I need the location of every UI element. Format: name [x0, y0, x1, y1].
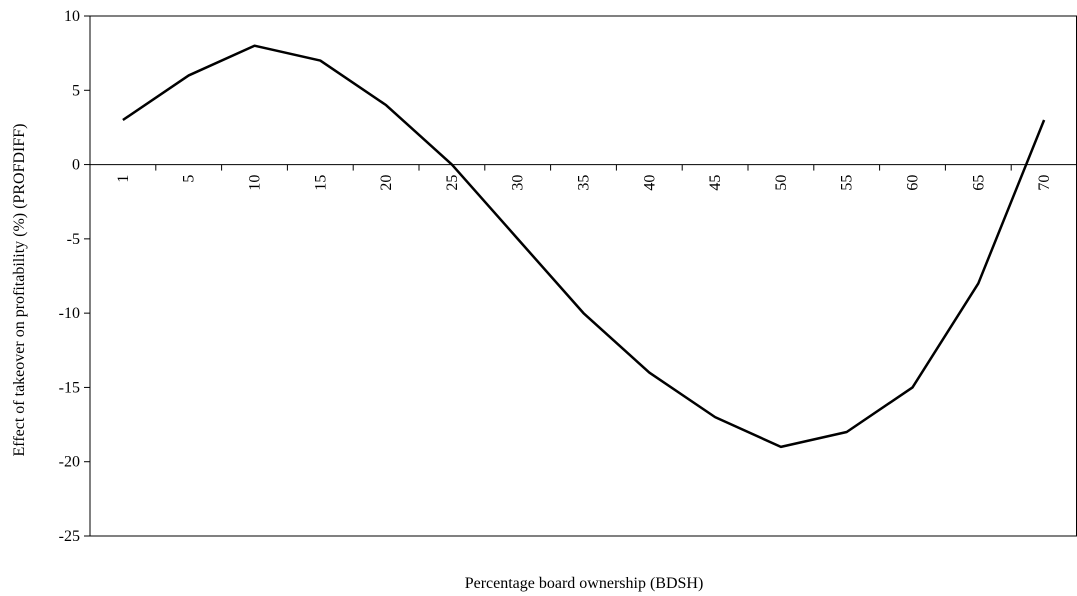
x-tick-label: 40: [641, 175, 658, 191]
x-tick-label: 20: [378, 175, 395, 191]
y-tick-label: -5: [67, 231, 80, 248]
x-tick-label: 65: [970, 175, 987, 191]
y-tick-label: -15: [59, 379, 80, 396]
y-tick-label: -10: [59, 305, 80, 322]
x-tick-label: 1: [115, 175, 132, 183]
x-tick-label: 30: [510, 175, 527, 191]
x-tick-label: 10: [247, 175, 264, 191]
y-tick-label: 0: [72, 157, 80, 174]
series-line: [122, 44, 1046, 449]
x-tick-label: 50: [773, 175, 790, 191]
x-tick-label: 55: [839, 175, 856, 191]
x-tick-label: 5: [181, 175, 198, 183]
x-axis-ticks: 1 5 10 15 20 25 30 35 40 45 50 55 60 65 70: [89, 164, 1077, 191]
x-tick-label: 60: [905, 175, 922, 191]
y-axis-title: Effect of takeover on profitability (%) …: [11, 124, 28, 457]
x-tick-label: 70: [1036, 175, 1053, 191]
y-tick-label: 5: [72, 82, 80, 99]
x-tick-label: 35: [576, 175, 593, 191]
x-tick-label: 15: [312, 175, 329, 191]
x-tick-label: 45: [707, 175, 724, 191]
y-tick-label: -25: [59, 528, 80, 545]
x-tick-label: 25: [444, 175, 461, 191]
y-tick-label: -20: [59, 454, 80, 471]
chart-axes: [89, 15, 1077, 537]
series-layer: [122, 44, 1046, 449]
y-tick-label: 10: [64, 8, 80, 25]
y-axis-ticks: 10 5 0 -5 -10 -15 -20 -25: [59, 8, 90, 545]
x-axis-title: Percentage board ownership (BDSH): [465, 575, 704, 592]
